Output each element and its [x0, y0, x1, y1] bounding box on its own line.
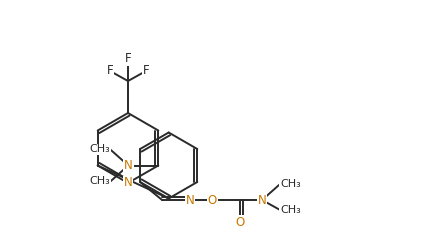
Text: O: O [207, 194, 217, 206]
Text: N: N [124, 159, 132, 172]
Text: N: N [124, 177, 132, 190]
Text: N: N [258, 194, 267, 206]
Text: F: F [143, 64, 149, 77]
Text: CH₃: CH₃ [89, 144, 110, 155]
Text: O: O [236, 215, 245, 228]
Text: F: F [125, 52, 131, 66]
Text: N: N [186, 194, 195, 206]
Text: CH₃: CH₃ [89, 177, 110, 186]
Text: CH₃: CH₃ [280, 179, 301, 189]
Text: CH₃: CH₃ [280, 205, 301, 215]
Text: F: F [106, 64, 113, 77]
